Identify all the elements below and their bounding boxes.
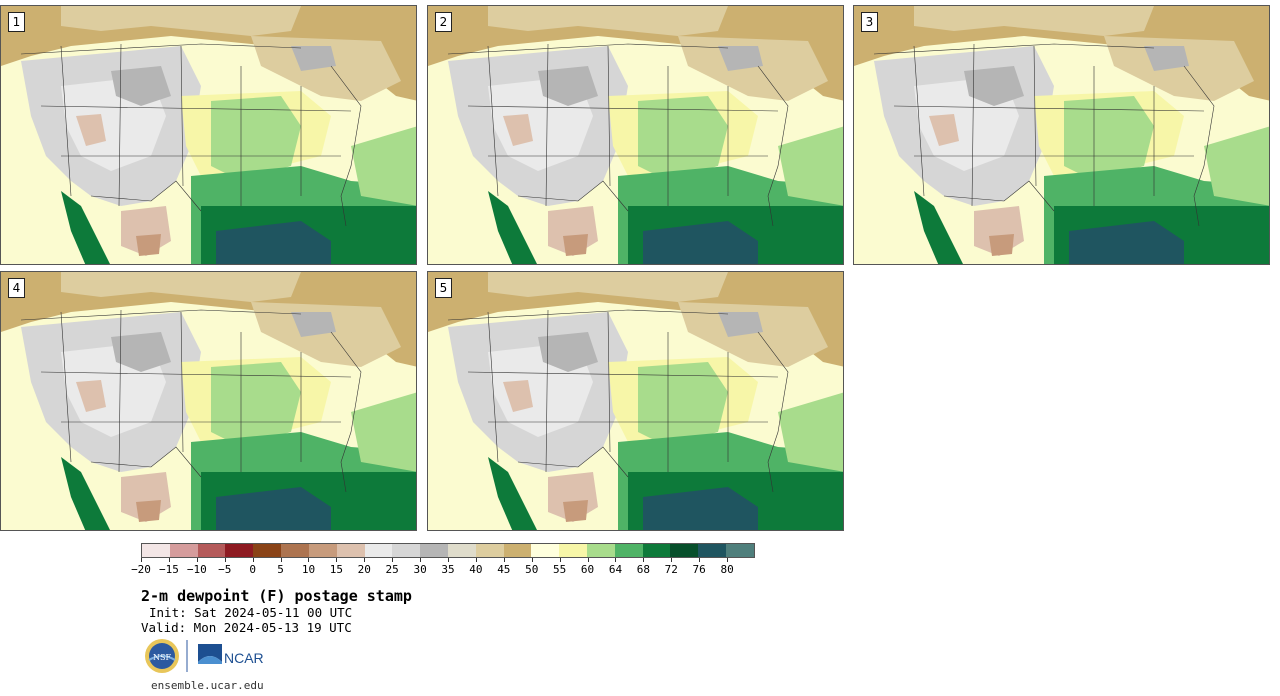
colorbar-tick-label: 20 xyxy=(357,563,371,576)
colorbar-tick-labels: −20 −15 −10 −5 0 5 10 15 20 25 30 35 40 45 50 55 60 64 68 7… xyxy=(131,558,755,578)
colorbar-tick-label: 40 xyxy=(469,563,483,576)
colorbar-tick-label: 30 xyxy=(413,563,427,576)
map-panel-5: 5 xyxy=(427,271,844,531)
figure-title: 2-m dewpoint (F) postage stamp xyxy=(141,587,412,605)
colorbar-tick-label: −5 xyxy=(218,563,232,576)
colorbar-swatch xyxy=(253,544,282,557)
dewpoint-map xyxy=(428,272,843,530)
dewpoint-map xyxy=(428,6,843,264)
colorbar-tick xyxy=(448,558,449,562)
colorbar-tick-label: −10 xyxy=(186,563,207,576)
svg-text:NSF: NSF xyxy=(153,653,171,662)
colorbar-tick-label: 76 xyxy=(692,563,706,576)
colorbar-swatch xyxy=(587,544,615,557)
colorbar-tick xyxy=(503,558,505,562)
dewpoint-map xyxy=(854,6,1269,264)
colorbar-tick-label: 64 xyxy=(608,563,623,576)
colorbar-swatch xyxy=(447,544,476,557)
nsf-logo-icon: NSF xyxy=(145,639,179,673)
colorbar-tick-label: 25 xyxy=(385,563,399,576)
colorbar-swatch xyxy=(225,544,254,557)
ncar-logo-icon: NCAR xyxy=(198,644,264,666)
map-panel-2: 2 xyxy=(427,5,844,265)
colorbar-tick-label: 5 xyxy=(277,563,284,576)
colorbar-swatch xyxy=(142,544,170,557)
member-label: 1 xyxy=(8,12,25,32)
colorbar-swatch xyxy=(531,544,560,557)
colorbar-swatch xyxy=(614,544,643,557)
colorbar-tick xyxy=(615,558,617,562)
colorbar-swatch xyxy=(281,544,309,557)
colorbar-tick-label: 45 xyxy=(497,563,511,576)
map-panel-3: 3 xyxy=(853,5,1270,265)
colorbar-tick xyxy=(280,558,282,562)
colorbar-swatch xyxy=(670,544,699,557)
init-time: Init: Sat 2024-05-11 00 UTC xyxy=(149,605,353,620)
colorbar-tick-label: 0 xyxy=(249,563,256,576)
colorbar-tick-label: 10 xyxy=(301,563,316,576)
colorbar-tick-label: 35 xyxy=(441,563,455,576)
colorbar-swatch xyxy=(392,544,421,557)
map-panel-1: 1 xyxy=(0,5,417,265)
colorbar-tick xyxy=(559,558,561,562)
member-label: 4 xyxy=(8,278,25,298)
colorbar-swatch xyxy=(336,544,365,557)
colorbar xyxy=(141,543,755,558)
colorbar-swatch xyxy=(420,544,448,557)
valid-time: Valid: Mon 2024-05-13 19 UTC xyxy=(141,620,352,635)
colorbar-tick-label: −20 xyxy=(131,563,151,576)
colorbar-swatch xyxy=(642,544,671,557)
colorbar-tick xyxy=(420,558,422,562)
colorbar-tick-label: −15 xyxy=(158,563,179,576)
website-url: ensemble.ucar.edu xyxy=(151,679,264,692)
colorbar-tick xyxy=(587,558,589,562)
colorbar-swatch xyxy=(169,544,198,557)
colorbar-tick-label: 50 xyxy=(525,563,539,576)
colorbar-tick-label: 68 xyxy=(636,563,650,576)
colorbar-swatch xyxy=(503,544,532,557)
colorbar-tick xyxy=(643,558,645,562)
colorbar-tick xyxy=(168,558,170,562)
colorbar-tick-label: 60 xyxy=(580,563,595,576)
colorbar-tick xyxy=(141,558,142,562)
colorbar-tick xyxy=(475,558,477,562)
nsf-ncar-logos: NSF NCAR xyxy=(145,639,264,673)
colorbar-swatch xyxy=(559,544,587,557)
colorbar-swatch xyxy=(308,544,337,557)
colorbar-tick xyxy=(224,558,226,562)
colorbar-tick-label: 80 xyxy=(720,563,734,576)
colorbar-tick-label: 72 xyxy=(664,563,678,576)
colorbar-tick xyxy=(252,558,254,562)
colorbar-tick xyxy=(336,558,338,562)
map-panel-4: 4 xyxy=(0,271,417,531)
member-label: 2 xyxy=(435,12,452,32)
colorbar-tick xyxy=(727,558,729,562)
colorbar-swatch xyxy=(364,544,393,557)
colorbar-swatch xyxy=(197,544,226,557)
colorbar-tick xyxy=(392,558,394,562)
dewpoint-map xyxy=(1,272,416,530)
dewpoint-map xyxy=(1,6,416,264)
colorbar-tick xyxy=(364,558,366,562)
colorbar-swatch xyxy=(698,544,727,557)
colorbar-tick xyxy=(308,558,310,562)
colorbar-swatch xyxy=(726,544,754,557)
colorbar-tick xyxy=(196,558,198,562)
member-label: 5 xyxy=(435,278,452,298)
colorbar-tick xyxy=(671,558,673,562)
member-label: 3 xyxy=(861,12,878,32)
colorbar-swatch xyxy=(475,544,504,557)
colorbar-tick xyxy=(699,558,701,562)
colorbar-tick-label: 55 xyxy=(553,563,567,576)
colorbar-tick xyxy=(531,558,533,562)
svg-text:NCAR: NCAR xyxy=(224,650,264,666)
colorbar-tick-label: 15 xyxy=(329,563,343,576)
